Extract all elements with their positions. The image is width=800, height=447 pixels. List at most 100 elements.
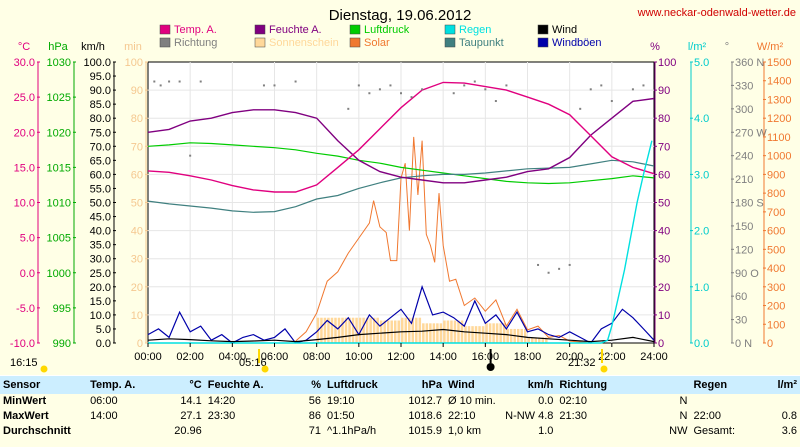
- tick-label-sun: 40: [131, 226, 143, 238]
- tick-label-direction: 210: [735, 174, 753, 186]
- sunshine-bar: [372, 317, 376, 343]
- tick-label-sun: 80: [131, 113, 143, 125]
- tick-label-solar: 1100: [767, 132, 791, 144]
- sunshine-bar: [453, 320, 457, 343]
- sunshine-bar: [404, 317, 408, 343]
- sunshine-bar: [499, 323, 502, 343]
- tick-label-wind: 35.0: [90, 240, 111, 252]
- axis-unit-pressure: hPa: [48, 41, 68, 53]
- sunshine-bar: [348, 317, 351, 343]
- tick-label-rain: 4.0: [694, 113, 709, 125]
- tick-label-sun: 20: [131, 282, 143, 294]
- moonset-label: 16:15: [10, 357, 38, 369]
- tick-label-solar: 100: [767, 319, 785, 331]
- stats-row-avg: Durchschnitt 20.96 71 ^1.1hPa/h 1015.9 1…: [0, 424, 800, 439]
- moonset-icon: [40, 365, 48, 373]
- axis-unit-sun: min: [124, 41, 142, 53]
- tick-label-direction: 60: [735, 291, 747, 303]
- stats-cell: N: [679, 410, 688, 422]
- sunshine-bar: [369, 317, 372, 343]
- tick-label-humidity: 20: [658, 282, 670, 294]
- tick-label-wind: 100.0: [83, 57, 111, 69]
- stats-cell: ^1.1hPa/h: [326, 425, 377, 437]
- sunset-label: 21:32: [568, 357, 596, 369]
- stats-cell: 14:20: [207, 395, 236, 407]
- x-tick-label: 02:00: [176, 351, 204, 363]
- sunshine-bar: [390, 320, 393, 343]
- sunshine-bar: [341, 317, 344, 343]
- stats-cell: NW: [669, 425, 688, 437]
- stats-cell: 86: [308, 410, 321, 422]
- tick-label-pressure: 1020: [47, 127, 71, 139]
- tick-label-solar: 1400: [767, 76, 791, 88]
- stats-header-humidity-unit: %: [274, 376, 324, 394]
- direction-point: [642, 84, 645, 87]
- astro-markers: 16:15 05:16 21:32: [10, 349, 608, 373]
- sunshine-bar: [429, 323, 432, 343]
- website-label[interactable]: www.neckar-odenwald-wetter.de: [637, 7, 796, 19]
- stats-cell: 1015.9: [408, 425, 442, 437]
- series-luftdruck: [147, 142, 655, 185]
- sunshine-bar: [422, 323, 425, 343]
- stats-header-sensor: Sensor: [0, 376, 88, 394]
- sunshine-bar: [495, 323, 499, 343]
- stats-row-min: MinWert 06:00 14.1 14:20 56 19:10 1012.7…: [0, 394, 800, 409]
- x-tick-label: 06:00: [261, 351, 289, 363]
- legend-swatch: [159, 37, 171, 48]
- tick-label-sun: 10: [131, 310, 143, 322]
- sunshine-bar: [545, 337, 548, 343]
- axes-layer: °C 30.0 25.0 20.0 15.0 10.0 5.0 0.0 -5.0 -10.0 hPa…: [10, 41, 792, 363]
- stats-header-rain: Regen: [690, 376, 750, 394]
- tick-label-solar: 1000: [767, 151, 791, 163]
- sunshine-bar: [418, 317, 422, 343]
- stats-cell: 14.1: [180, 395, 202, 407]
- direction-point: [389, 84, 392, 87]
- stats-header-row: Sensor Temp. A. °C Feuchte A. % Luftdruc…: [0, 376, 800, 394]
- tick-label-sun: 70: [131, 141, 143, 153]
- tick-label-humidity: 40: [658, 226, 670, 238]
- sunshine-bar: [327, 317, 330, 343]
- tick-label-sun: 50: [131, 198, 143, 210]
- tick-label-solar: 1500: [767, 57, 791, 69]
- stats-row-label: MinWert: [3, 395, 47, 407]
- x-tick-label: 12:00: [387, 351, 415, 363]
- direction-point: [357, 84, 360, 87]
- sunshine-bar: [415, 317, 418, 343]
- sunshine-bar: [502, 323, 506, 343]
- legend-label: Windböen: [552, 37, 602, 49]
- direction-point: [547, 271, 550, 274]
- direction-point: [262, 84, 265, 87]
- legend-swatch: [444, 37, 456, 48]
- tick-label-solar: 600: [767, 226, 785, 238]
- stats-cell: 19:10: [326, 395, 355, 407]
- direction-point: [452, 92, 455, 95]
- legend-label: Taupunkt: [459, 37, 504, 49]
- legend-label: Solar: [364, 37, 390, 49]
- direction-point: [199, 80, 202, 83]
- axis-unit-solar: W/m²: [757, 41, 784, 53]
- legend-swatch: [537, 24, 549, 35]
- sunshine-bar: [401, 317, 404, 343]
- legend-label: Feuchte A.: [269, 24, 322, 36]
- tick-label-pressure: 1030: [47, 57, 71, 69]
- sunshine-bar: [534, 337, 538, 343]
- direction-point: [610, 100, 613, 103]
- tick-label-rain: 0.0: [694, 338, 709, 350]
- stats-cell: 21:30: [559, 410, 587, 422]
- tick-label-direction: 150: [735, 221, 753, 233]
- stats-row-label: MaxWert: [3, 410, 49, 422]
- sunshine-bar: [509, 328, 513, 343]
- direction-point: [159, 84, 162, 87]
- sunshine-bar: [351, 317, 355, 343]
- tick-label-direction: 0 N: [735, 338, 752, 350]
- stats-header-wind: Wind: [444, 376, 499, 394]
- axis-unit-humidity: %: [650, 41, 660, 53]
- stats-cell: 1012.7: [408, 395, 442, 407]
- tick-label-sun: 90: [131, 85, 143, 97]
- tick-label-wind: 30.0: [90, 254, 111, 266]
- direction-point: [589, 88, 592, 91]
- tick-label-temp: 20.0: [14, 127, 35, 139]
- sunrise-icon: [261, 365, 269, 373]
- direction-point: [558, 267, 561, 270]
- tick-label-wind: 85.0: [90, 99, 111, 111]
